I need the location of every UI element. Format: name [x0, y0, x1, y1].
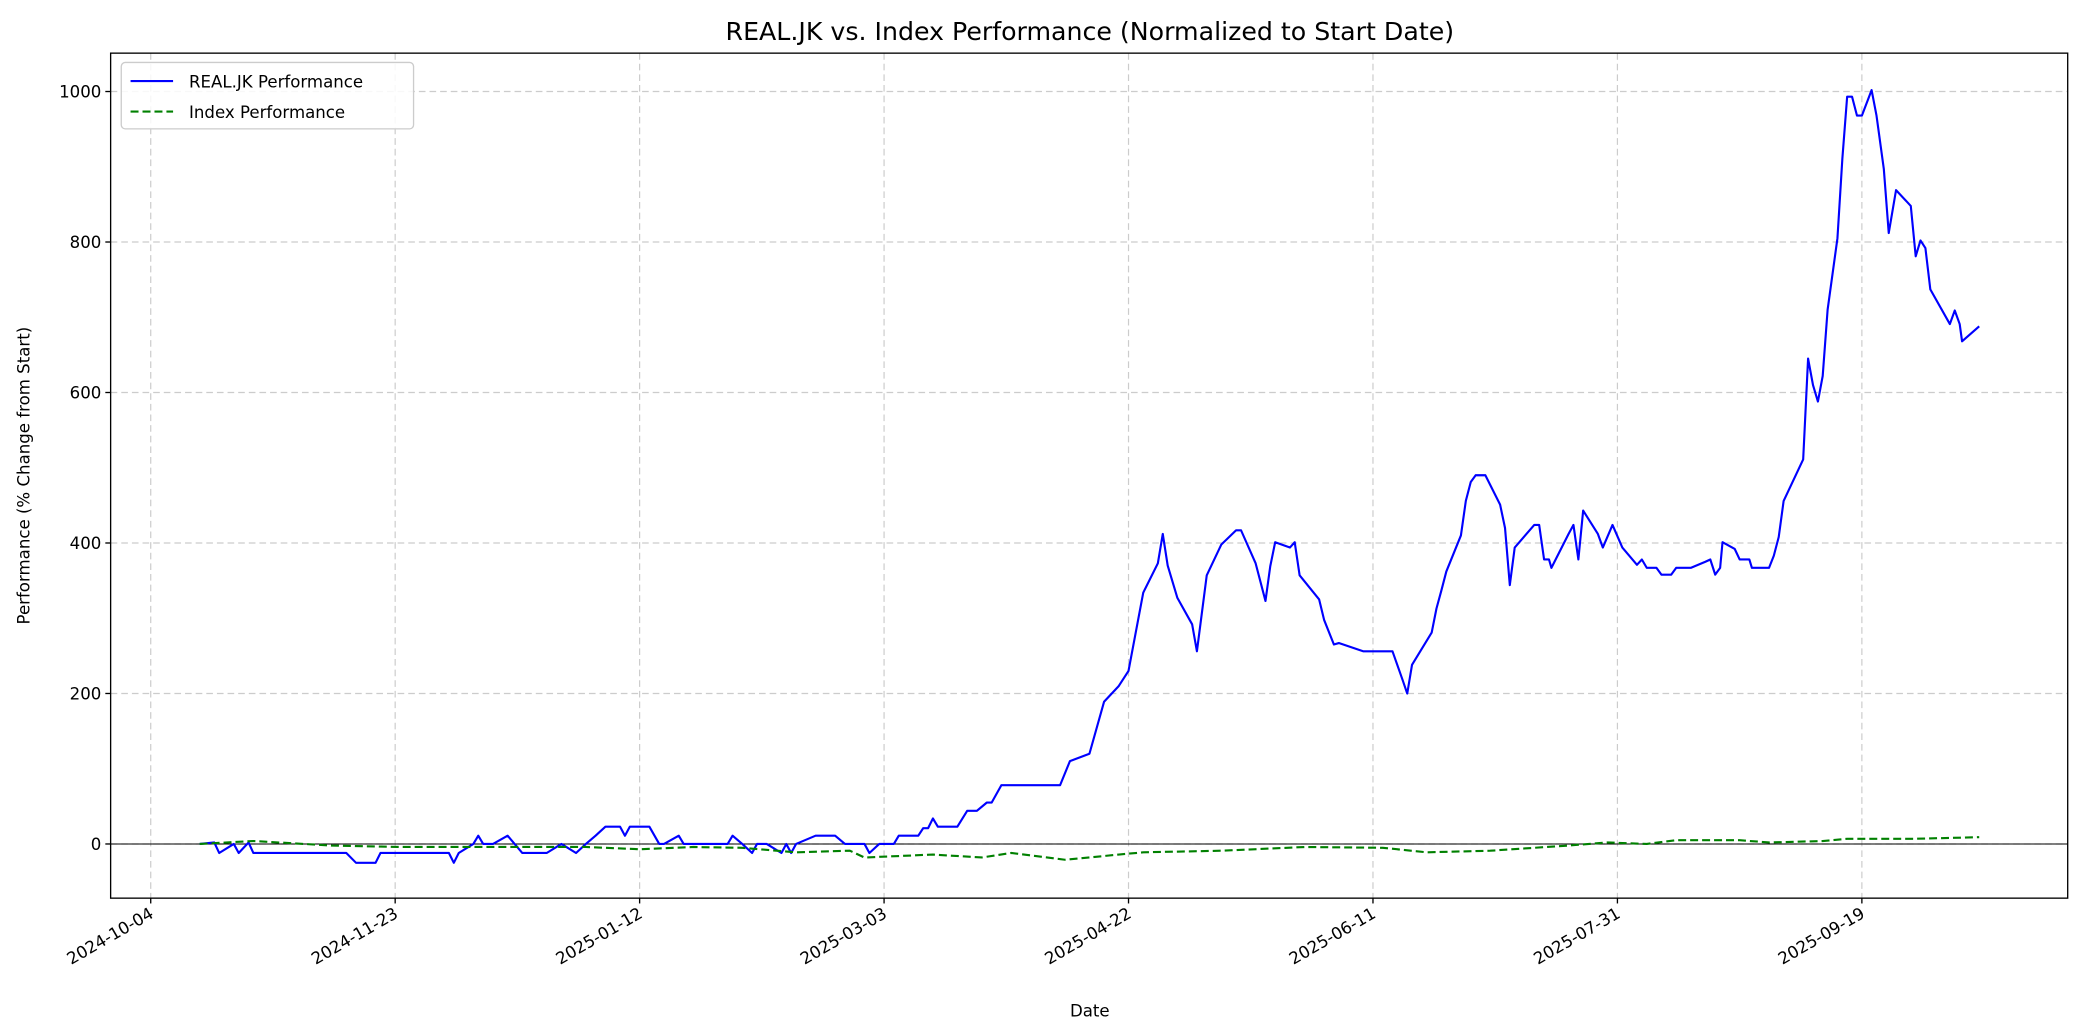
- y-tick-label: 400: [70, 534, 102, 553]
- x-tick-label: 2025-01-12: [553, 904, 646, 969]
- legend-label-real: REAL.JK Performance: [189, 73, 363, 92]
- x-tick-label: 2025-06-11: [1286, 904, 1379, 969]
- x-tick-label: 2025-09-19: [1775, 904, 1868, 969]
- y-axis: 0 200 400 600 800 1000: [59, 82, 111, 854]
- x-tick-label: 2025-04-22: [1041, 904, 1134, 969]
- series-line-index: [199, 836, 1980, 861]
- x-tick-label: 2025-07-31: [1530, 904, 1623, 969]
- plot-frame: [109, 52, 2069, 899]
- y-tick-label: 800: [70, 233, 102, 252]
- y-tick-label: 600: [70, 383, 102, 402]
- legend-label-index: Index Performance: [189, 103, 345, 122]
- legend: REAL.JK Performance Index Performance: [120, 61, 415, 130]
- x-tick-label: 2024-10-04: [64, 904, 157, 969]
- x-axis: 2024-10-04 2024-11-23 2025-01-12 2025-03-03…: [64, 898, 1868, 968]
- x-tick-label: 2025-03-03: [797, 904, 890, 969]
- legend-box: [120, 61, 415, 130]
- y-tick-label: 0: [91, 835, 102, 854]
- y-tick-label: 1000: [59, 82, 101, 101]
- y-tick-label: 200: [70, 684, 102, 703]
- y-axis-label: Performance (% Change from Start): [15, 327, 34, 625]
- grid: [110, 53, 2068, 899]
- series-line-real-jk: [199, 89, 1980, 864]
- x-tick-label: 2024-11-23: [308, 904, 401, 969]
- series-layer: [110, 89, 2068, 864]
- x-axis-label: Date: [1070, 1001, 1110, 1020]
- chart-title: REAL.JK vs. Index Performance (Normalize…: [726, 17, 1455, 46]
